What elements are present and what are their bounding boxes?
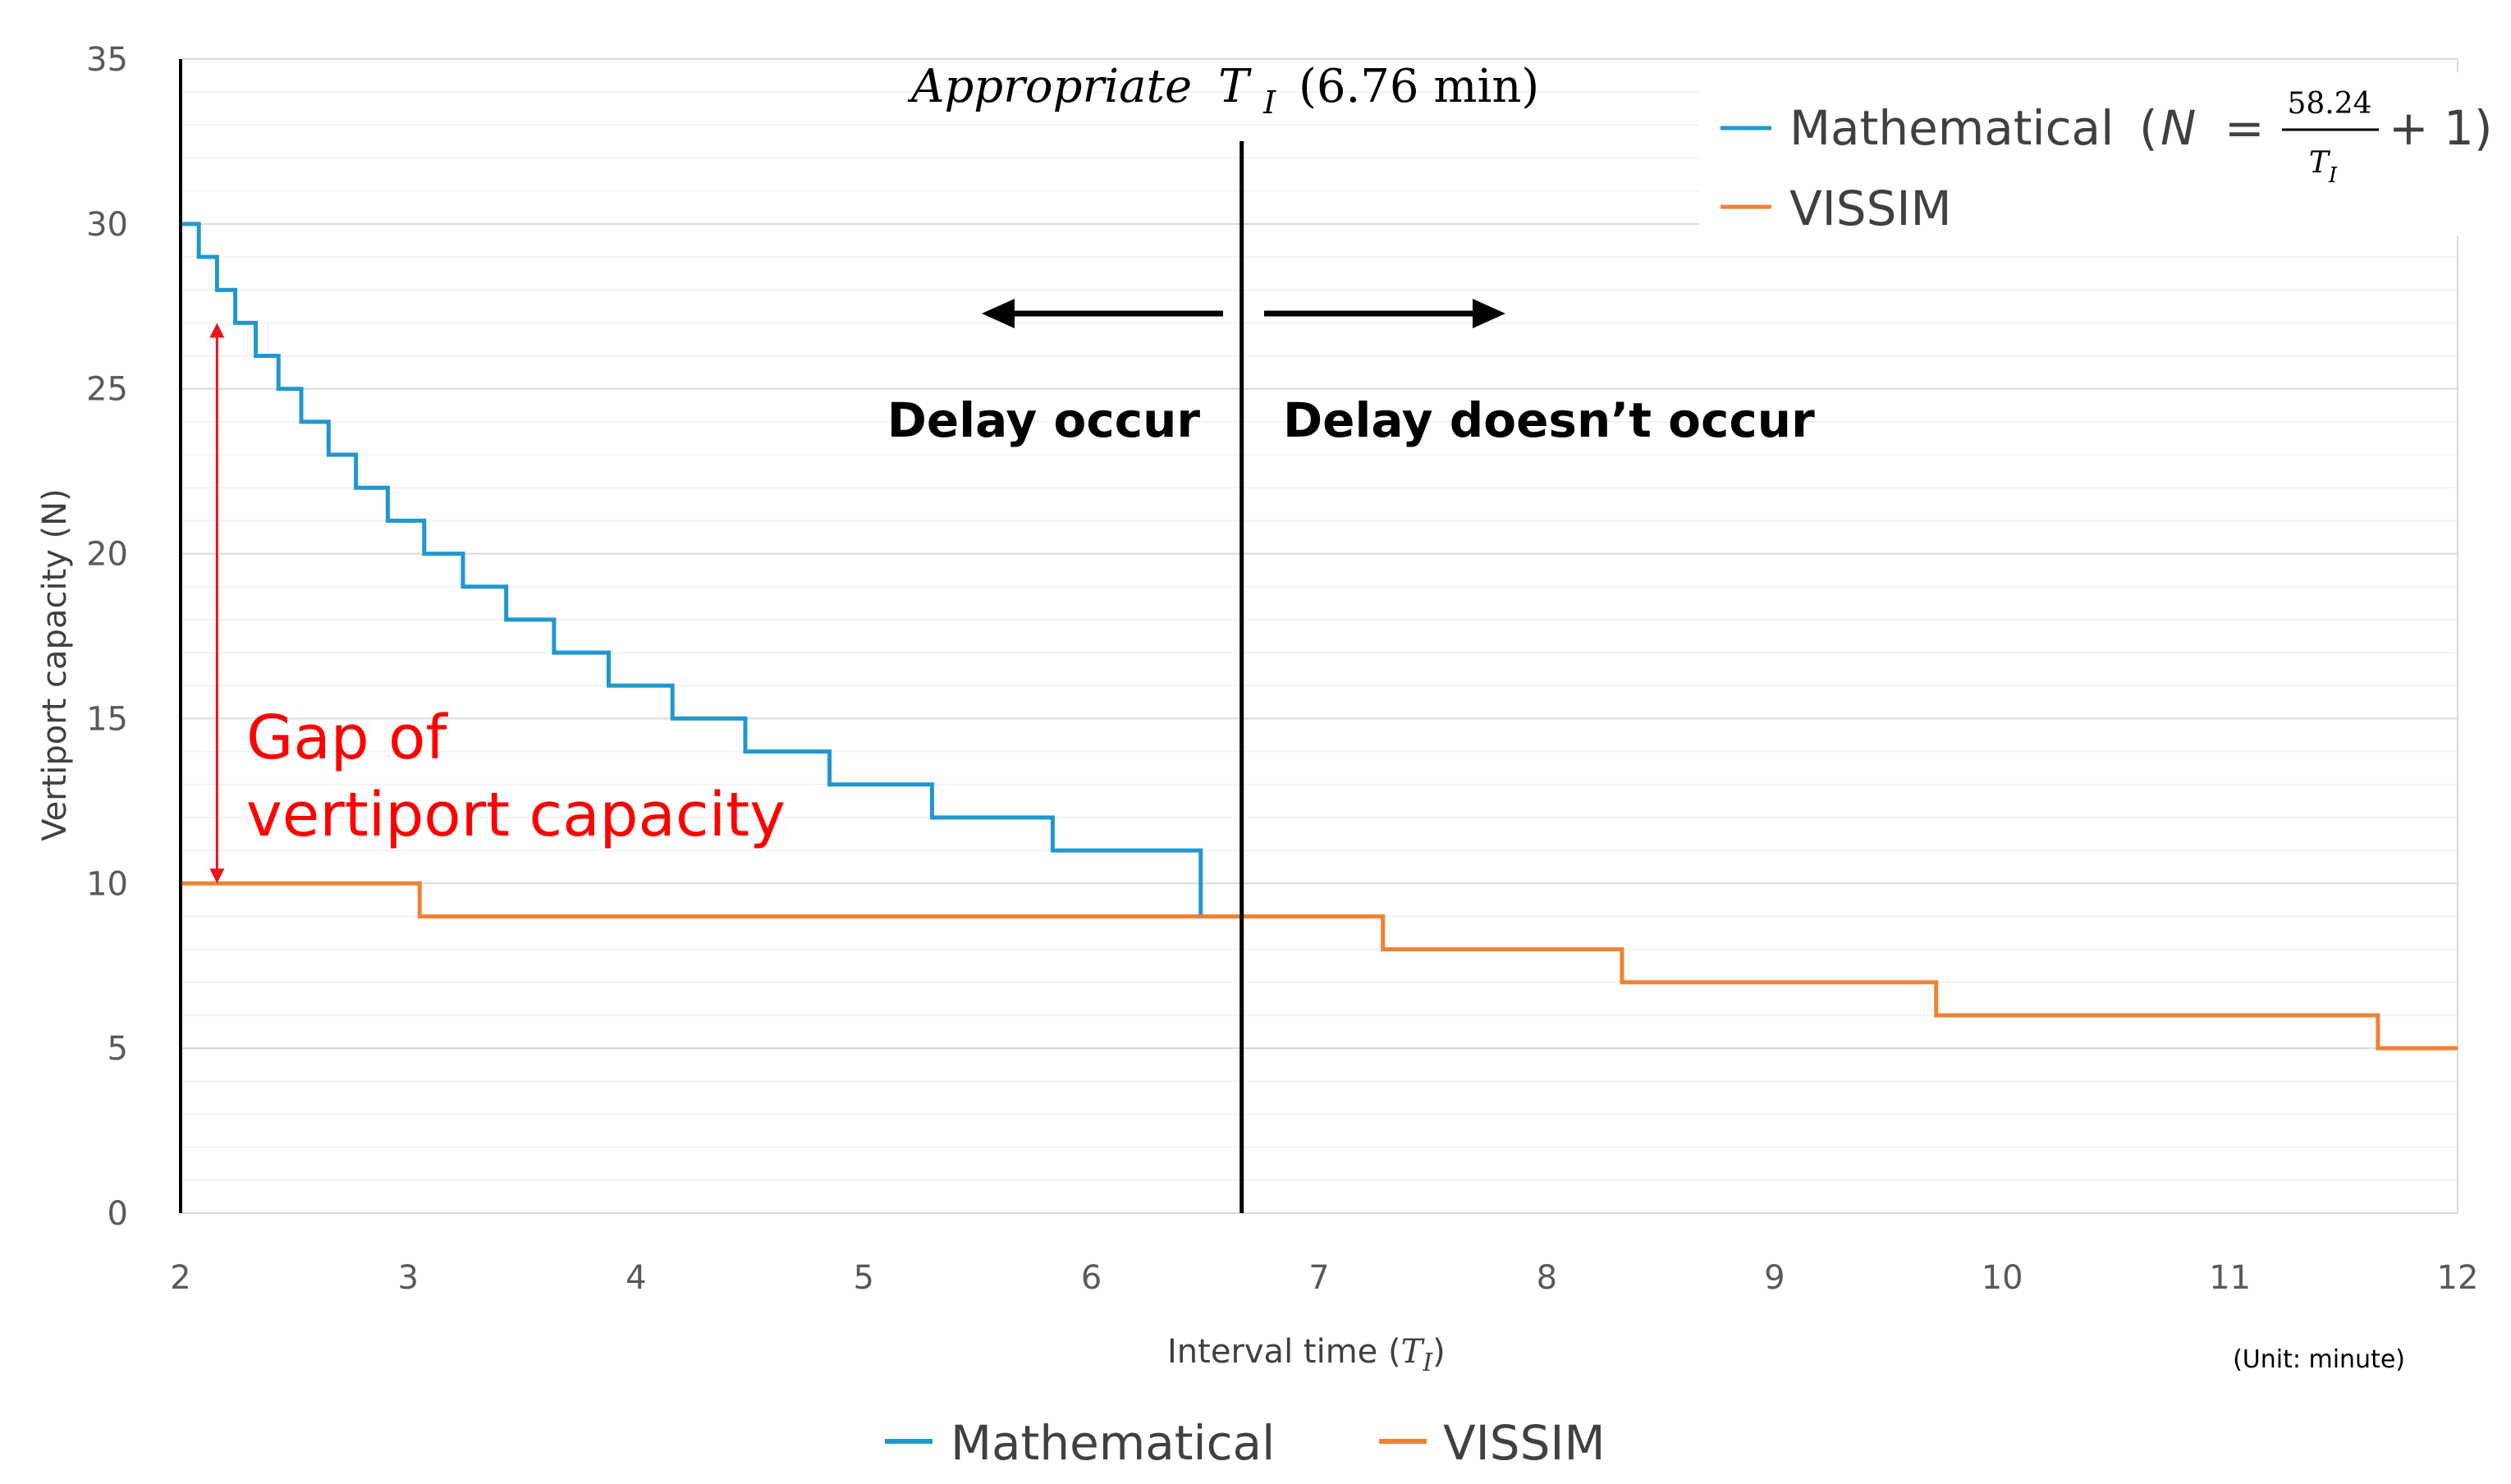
y-tick-label: 30 [86,206,128,244]
legend-top: Mathematical ( N = 58.24 TI + 1) VISSIM [1699,72,2511,236]
x-axis-title-text: Interval time ( [1167,1333,1401,1371]
unit-note: (Unit: minute) [2233,1345,2405,1374]
y-tick-labels: 0 5 10 15 20 25 30 35 [86,41,128,1233]
y-tick-label: 25 [86,371,128,409]
legend-top-math-label: Mathematical [1789,100,2114,156]
x-axis-title-subscript: I [1422,1349,1433,1377]
appropriate-symbol: T [1218,60,1252,113]
x-tick-label: 4 [625,1259,646,1297]
y-tick-label: 10 [86,865,128,903]
formula-denominator-symbol: T [2309,146,2331,180]
formula-numerator: 58.24 [2287,87,2371,121]
formula-denominator-subscript: I [2328,163,2338,188]
x-axis-title-close: ) [1432,1333,1446,1371]
x-tick-label: 5 [853,1259,873,1297]
legend-bottom: Mathematical VISSIM [885,1415,1606,1471]
left-arrow [982,299,1223,328]
x-tick-label: 8 [1537,1259,1557,1297]
y-axis-title: Vertiport capacity (N) [36,488,74,841]
legend-top-vissim-label: VISSIM [1789,181,1952,236]
legend-bottom-vissim-label: VISSIM [1443,1415,1606,1471]
x-tick-label: 7 [1308,1259,1329,1297]
appropriate-subscript: I [1262,85,1276,121]
x-tick-label: 10 [1982,1259,2023,1297]
gap-arrow [209,323,225,884]
formula-equals: = [2225,100,2265,156]
x-tick-label: 6 [1081,1259,1102,1297]
formula-suffix: + 1) [2389,100,2493,156]
appropriate-word: Appropriate [907,60,1192,113]
gridlines [181,58,2458,1214]
x-tick-label: 9 [1764,1259,1785,1297]
y-tick-label: 5 [108,1030,128,1068]
x-tick-labels: 2 3 4 5 6 7 8 9 10 11 12 [170,1259,2478,1297]
legend-top-background [1699,72,2511,236]
formula-denominator: TI [2309,146,2338,188]
formula-open-paren: ( [2139,100,2158,156]
series-line-mathematical [181,222,1203,917]
x-axis-title: Interval time (TI) [1167,1333,1446,1377]
legend-bottom-math-label: Mathematical [951,1415,1275,1471]
delay-occur-label: Delay occur [887,392,1201,448]
y-tick-label: 20 [86,536,128,574]
formula-variable: N [2160,100,2196,156]
x-axis-title-symbol: T [1401,1333,1426,1371]
appropriate-label: Appropriate T I (6.76 min) [907,60,1539,125]
x-tick-label: 3 [398,1259,419,1297]
gap-arrow-head-bottom [209,868,225,884]
gap-label-line1: Gap of [246,703,448,773]
gap-arrow-head-top [209,323,225,338]
x-tick-label: 2 [170,1259,190,1297]
series-line-vissim [181,881,2458,1051]
x-tick-label: 12 [2437,1259,2479,1297]
delay-not-occur-label: Delay doesn’t occur [1283,392,1815,448]
appropriate-value: (6.76 min) [1299,60,1539,113]
series-layer [181,222,2458,1051]
right-arrow [1264,299,1505,328]
x-tick-label: 11 [2209,1259,2251,1297]
gap-label-line2: vertiport capacity [246,780,786,850]
y-tick-label: 15 [86,700,128,738]
y-tick-label: 0 [108,1195,128,1233]
y-tick-label: 35 [86,41,128,79]
